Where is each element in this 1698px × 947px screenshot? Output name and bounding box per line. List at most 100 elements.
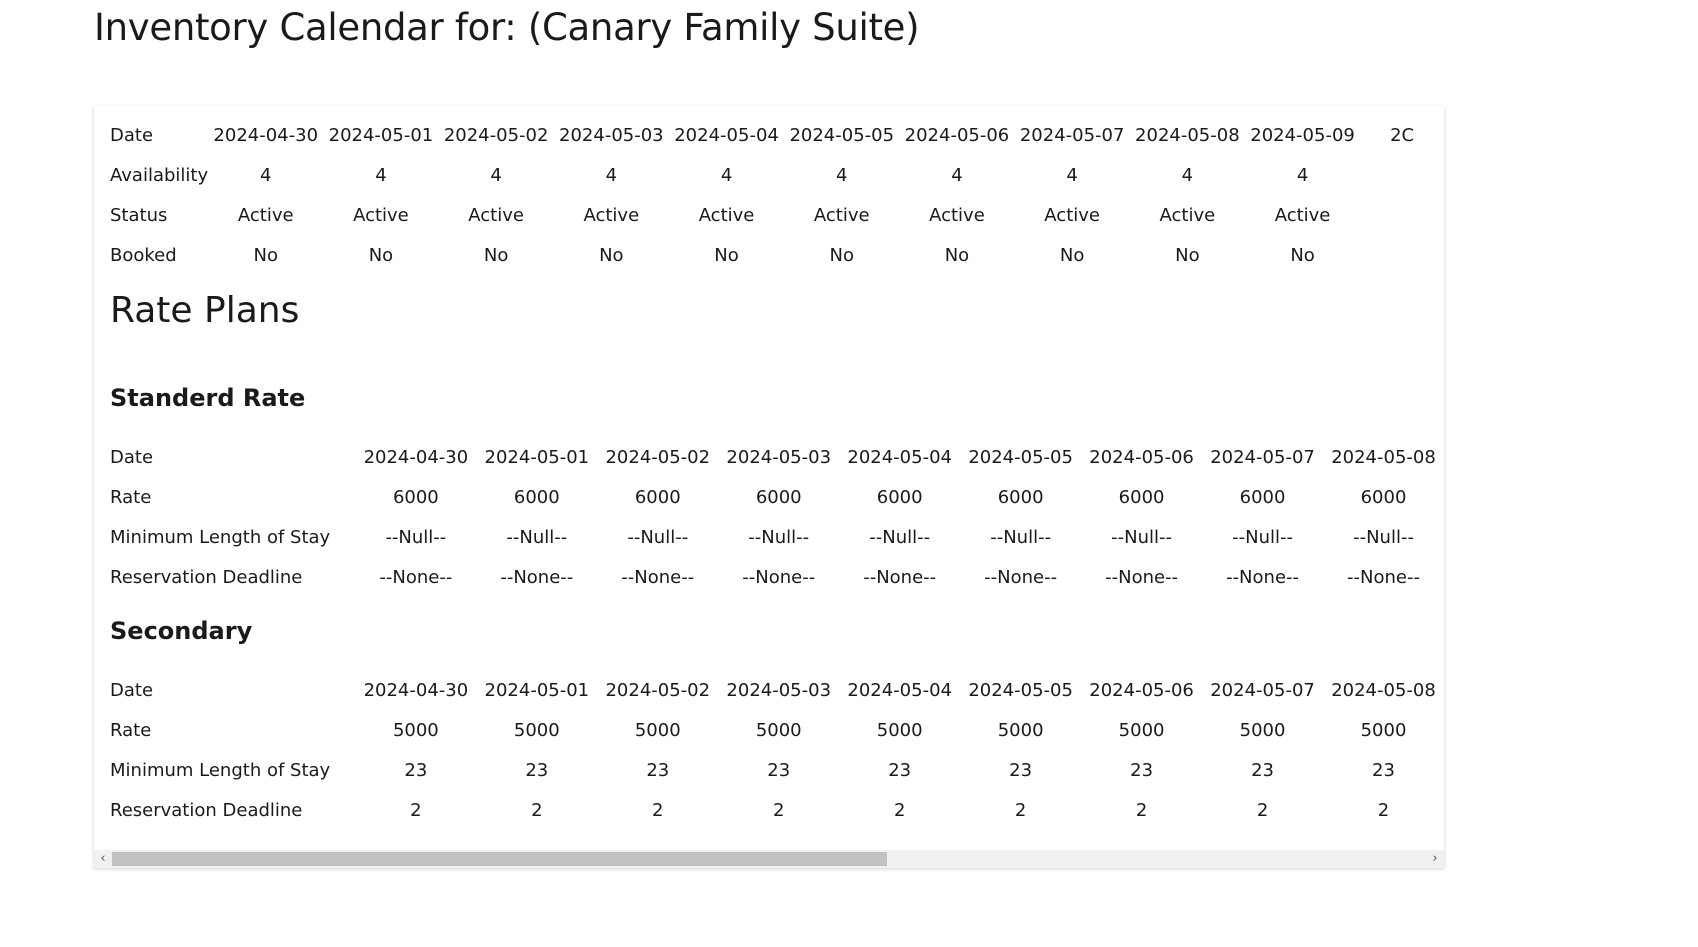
table-cell: 2024-05-07 — [1210, 446, 1315, 468]
plan-title-standard: Standerd Rate — [110, 384, 306, 412]
inventory-table: Date 2024-04-30 2024-05-01 2024-05-02 2024-0… — [94, 115, 1444, 275]
inventory-row: Availability 4 4 4 4 4 4 4 4 4 4 — [94, 155, 1444, 195]
table-cell: --Null-- — [869, 526, 931, 548]
table-cell: 2024-05-01 — [484, 446, 590, 468]
inventory-row: Booked No No No No No No No No No No — [94, 235, 1444, 275]
row-label: Status — [110, 204, 168, 226]
calendar-content: Date 2024-04-30 2024-05-01 2024-05-02 2024-0… — [94, 106, 1444, 850]
table-cell: --Null-- — [748, 526, 810, 548]
table-cell: --None-- — [379, 566, 453, 588]
table-cell: 6000 — [1360, 486, 1407, 508]
table-cell: No — [599, 244, 624, 266]
table-cell: --None-- — [742, 566, 816, 588]
table-cell: Active — [583, 204, 640, 226]
table-cell: 4 — [490, 164, 502, 186]
table-cell: 5000 — [755, 719, 802, 741]
table-cell: 5000 — [1239, 719, 1286, 741]
secondary-rate-row: Rate 5000 5000 5000 5000 5000 5000 5000 5000 5000 — [94, 710, 1444, 750]
table-cell: 6000 — [392, 486, 439, 508]
table-cell: 23 — [888, 759, 912, 781]
secondary-rate-row: Minimum Length of Stay 23 23 23 23 23 23 23 23 23 — [94, 750, 1444, 790]
table-cell: 2024-05-03 — [559, 124, 664, 146]
scroll-right-arrow-icon[interactable]: › — [1432, 851, 1438, 866]
table-cell: 2024-04-30 — [363, 679, 469, 701]
table-cell: 5000 — [513, 719, 560, 741]
row-label: Reservation Deadline — [110, 566, 303, 588]
table-cell: 2024-05-04 — [847, 679, 952, 701]
standard-rate-row: Minimum Length of Stay --Null-- --Null-- --… — [94, 517, 1444, 557]
table-cell: --None-- — [984, 566, 1058, 588]
table-cell: No — [1175, 244, 1200, 266]
standard-rate-row: Reservation Deadline --None-- --None-- --No… — [94, 557, 1444, 597]
table-cell: Active — [1044, 204, 1100, 226]
row-label: Rate — [110, 719, 152, 741]
table-cell: Active — [929, 204, 985, 226]
table-cell: 4 — [260, 164, 272, 186]
table-cell: 2024-05-05 — [789, 124, 895, 146]
row-label: Reservation Deadline — [110, 799, 303, 821]
inventory-row: Date 2024-04-30 2024-05-01 2024-05-02 2024-0… — [94, 115, 1444, 155]
scrollbar-thumb[interactable] — [112, 852, 887, 866]
table-cell: 2024-05-04 — [847, 446, 952, 468]
table-cell: 4 — [375, 164, 387, 186]
table-cell: 2024-05-02 — [605, 446, 711, 468]
table-cell: 2024-05-09 — [1250, 124, 1355, 146]
table-cell: 2024-05-05 — [968, 679, 1073, 701]
rate-plan-table-secondary: Date 2024-04-30 2024-05-01 2024-05-02 2024-0… — [94, 670, 1444, 830]
rate-plan-table-standard: Date 2024-04-30 2024-05-01 2024-05-02 2024-0… — [94, 437, 1444, 597]
row-label: Date — [110, 679, 154, 701]
row-label: Date — [110, 446, 154, 468]
table-cell: Active — [1274, 204, 1331, 226]
table-cell — [1360, 195, 1444, 235]
table-cell: 2 — [893, 799, 906, 821]
table-cell: 5000 — [634, 719, 681, 741]
table-cell: Active — [813, 204, 870, 226]
table-cell — [1360, 155, 1444, 195]
secondary-rate-row: Reservation Deadline 2 2 2 2 2 2 2 2 2 — [94, 790, 1444, 830]
table-cell: No — [1290, 244, 1315, 266]
row-label: Minimum Length of Stay — [110, 526, 331, 548]
table-cell: 4 — [720, 164, 733, 186]
secondary-rate-row: Date 2024-04-30 2024-05-01 2024-05-02 2024-0… — [94, 670, 1444, 710]
table-cell: 23 — [1009, 759, 1033, 781]
table-cell: 6000 — [634, 486, 681, 508]
table-cell: 2024-05-02 — [443, 124, 549, 146]
table-cell: Active — [237, 204, 294, 226]
table-cell: 6000 — [755, 486, 802, 508]
table-cell: 2024-05-01 — [328, 124, 434, 146]
table-cell: Active — [353, 204, 409, 226]
calendar-scroll-panel[interactable]: Date 2024-04-30 2024-05-01 2024-05-02 2024-0… — [94, 106, 1444, 868]
table-cell: 2024-05-02 — [605, 679, 711, 701]
table-cell: 4 — [836, 164, 848, 186]
row-label: Date — [110, 124, 154, 146]
table-cell: 6000 — [1239, 486, 1286, 508]
table-cell: No — [714, 244, 739, 266]
table-cell: 23 — [767, 759, 791, 781]
table-cell: 2024-05-05 — [968, 446, 1073, 468]
table-cell: 2024-05-03 — [726, 446, 832, 468]
table-cell: No — [829, 244, 854, 266]
row-label: Rate — [110, 486, 152, 508]
table-cell: 2024-04-30 — [213, 124, 319, 146]
horizontal-scrollbar[interactable]: ‹ › — [94, 850, 1444, 868]
table-cell: 23 — [525, 759, 549, 781]
table-cell: 5000 — [1118, 719, 1165, 741]
scroll-left-arrow-icon[interactable]: ‹ — [100, 851, 106, 866]
plan-title-secondary: Secondary — [110, 617, 253, 645]
table-cell: 2 — [531, 799, 543, 821]
table-cell: --Null-- — [385, 526, 447, 548]
table-cell: 23 — [404, 759, 428, 781]
table-cell: 23 — [1372, 759, 1395, 781]
page-title: Inventory Calendar for: (Canary Family S… — [94, 6, 920, 49]
table-cell: No — [368, 244, 394, 266]
table-cell: 2024-04-30 — [363, 446, 469, 468]
table-cell: 2024-05-01 — [484, 679, 590, 701]
table-cell: 5000 — [997, 719, 1044, 741]
table-cell: 5000 — [876, 719, 923, 741]
table-cell: 2 — [1014, 799, 1027, 821]
table-cell: --Null-- — [1353, 526, 1414, 548]
table-cell: 2024-05-03 — [726, 679, 832, 701]
table-cell: 6000 — [1118, 486, 1165, 508]
table-cell: Active — [468, 204, 524, 226]
table-cell: 6000 — [513, 486, 560, 508]
